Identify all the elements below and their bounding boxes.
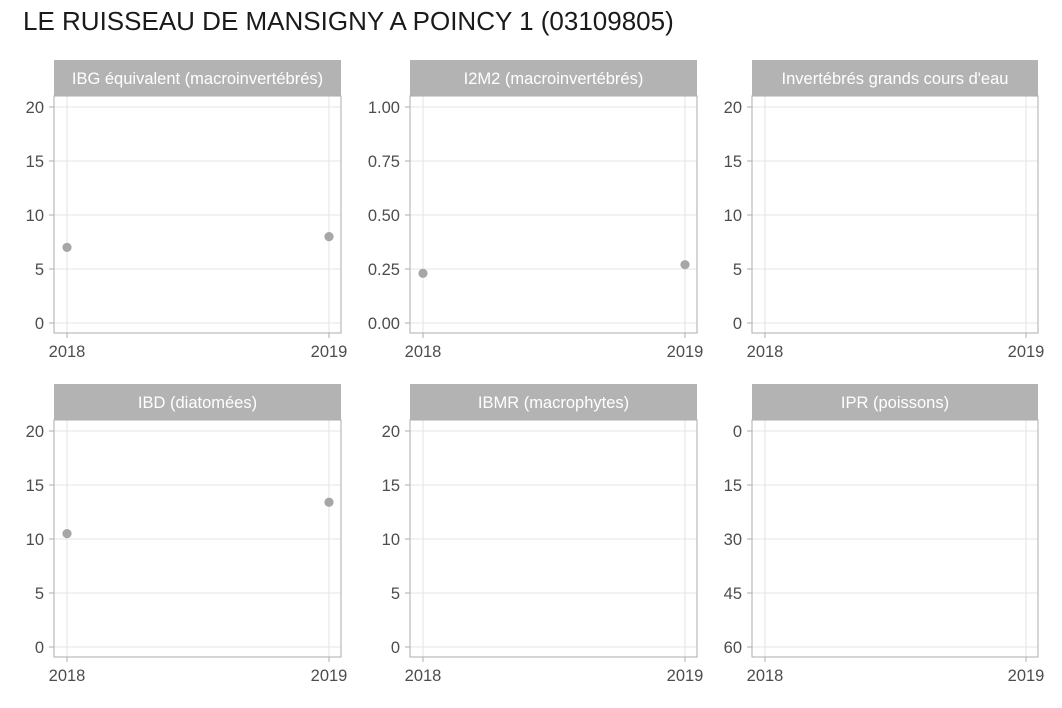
facet-panel-1: IBG équivalent (macroinvertébrés) 0 5 10 15 2… [26, 60, 348, 361]
y-tick-label: 0 [35, 639, 44, 657]
y-tick-label: 15 [26, 477, 44, 495]
facet-title: Invertébrés grands cours d'eau [782, 70, 1009, 88]
data-point [62, 242, 72, 252]
facet-panel-4: IBD (diatomées) 0 5 10 15 20 2018 2019 [26, 384, 348, 685]
x-tick-label: 2018 [747, 343, 784, 361]
y-tick-label: 20 [26, 423, 44, 441]
y-tick-label: 1.00 [368, 99, 400, 117]
y-tick-label: 5 [733, 261, 742, 279]
y-tick-label: 10 [26, 207, 44, 225]
x-tick-label: 2019 [667, 343, 704, 361]
y-tick-label: 15 [724, 153, 742, 171]
x-tick-label: 2019 [311, 343, 348, 361]
facet-title: IPR (poissons) [841, 394, 949, 412]
y-tick-label: 0 [35, 315, 44, 333]
facet-strip [54, 60, 341, 96]
y-tick-label: 45 [724, 585, 742, 603]
y-tick-label: 20 [724, 99, 742, 117]
x-tick-label: 2018 [49, 667, 86, 685]
facet-strip [410, 60, 697, 96]
y-tick-label: 10 [26, 531, 44, 549]
y-tick-label: 0.25 [368, 261, 400, 279]
y-tick-label: 0.50 [368, 207, 400, 225]
x-tick-label: 2018 [747, 667, 784, 685]
y-tick-label: 15 [724, 477, 742, 495]
x-tick-label: 2018 [49, 343, 86, 361]
x-tick-label: 2019 [1008, 667, 1045, 685]
x-tick-label: 2019 [1008, 343, 1045, 361]
y-tick-label: 15 [382, 477, 400, 495]
y-tick-label: 60 [724, 639, 742, 657]
y-tick-label: 20 [382, 423, 400, 441]
facet-panel-5: IBMR (macrophytes) 0 5 10 15 20 2018 2019 [382, 384, 704, 685]
facet-strip [410, 384, 697, 420]
facet-strip [752, 384, 1038, 420]
page-title: LE RUISSEAU DE MANSIGNY A POINCY 1 (0310… [23, 6, 674, 36]
y-tick-label: 5 [391, 585, 400, 603]
y-tick-label: 0 [733, 423, 742, 441]
y-tick-label: 15 [26, 153, 44, 171]
facet-strip [752, 60, 1038, 96]
facet-title: IBMR (macrophytes) [478, 394, 629, 412]
facet-strip [54, 384, 341, 420]
y-tick-label: 10 [724, 207, 742, 225]
data-point [324, 497, 334, 507]
y-tick-label: 0 [733, 315, 742, 333]
facet-title: IBD (diatomées) [138, 394, 257, 412]
y-tick-label: 5 [35, 261, 44, 279]
facet-panel-2: I2M2 (macroinvertébrés) 0.00 0.25 0.50 0.75 1… [368, 60, 703, 361]
facet-title: I2M2 (macroinvertébrés) [464, 70, 644, 88]
y-tick-label: 0.75 [368, 153, 400, 171]
facet-panel-3: Invertébrés grands cours d'eau 0 5 10 15 20 20… [724, 60, 1045, 361]
data-point [680, 260, 690, 270]
x-tick-label: 2018 [405, 343, 442, 361]
x-tick-label: 2019 [667, 667, 704, 685]
data-point [324, 232, 334, 242]
data-point [418, 268, 428, 278]
y-tick-label: 5 [35, 585, 44, 603]
data-point [62, 529, 72, 539]
y-tick-label: 0.00 [368, 315, 400, 333]
facet-panel-6: IPR (poissons) 0 15 30 45 60 2018 2019 [724, 384, 1045, 685]
x-tick-label: 2018 [405, 667, 442, 685]
y-tick-label: 20 [26, 99, 44, 117]
y-tick-label: 30 [724, 531, 742, 549]
x-tick-label: 2019 [311, 667, 348, 685]
y-tick-label: 10 [382, 531, 400, 549]
y-tick-label: 0 [391, 639, 400, 657]
facet-title: IBG équivalent (macroinvertébrés) [72, 70, 323, 88]
